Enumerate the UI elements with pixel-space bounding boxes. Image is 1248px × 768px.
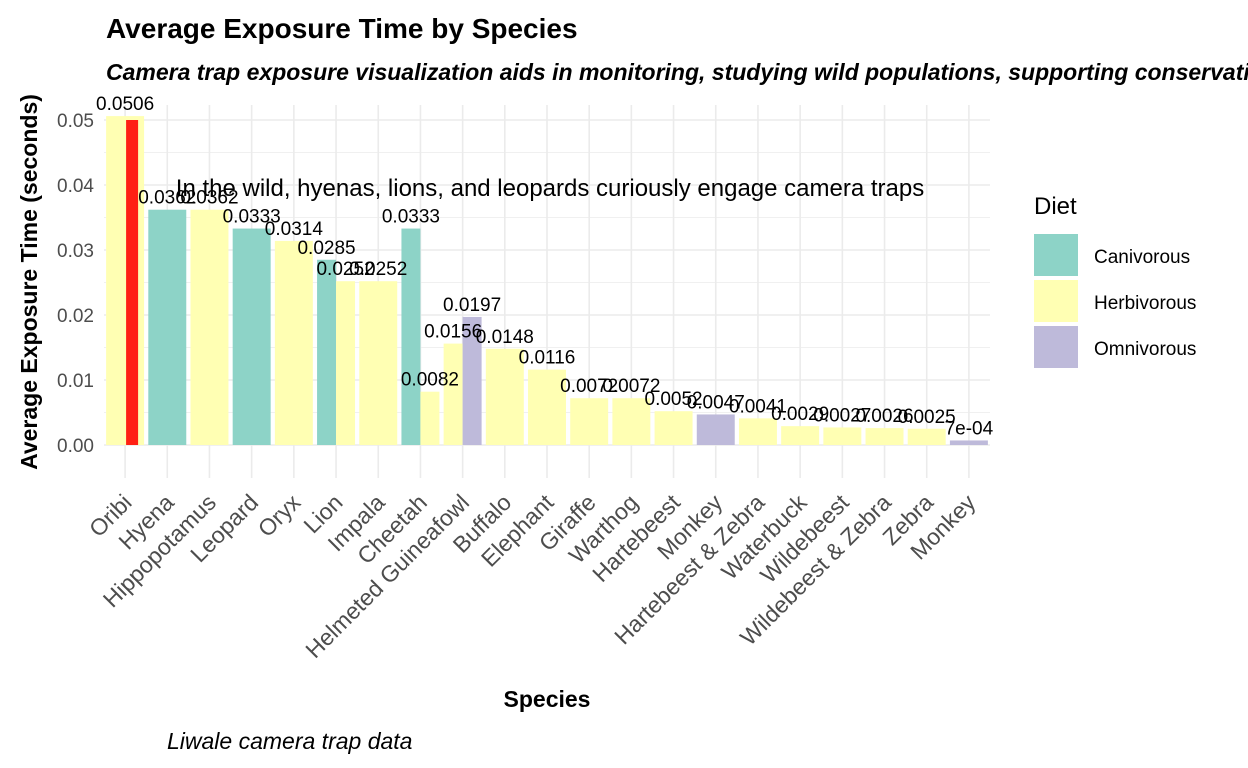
legend-label-herbivorous: Herbivorous	[1094, 293, 1196, 314]
chart-subtitle: Camera trap exposure visualization aids …	[106, 59, 1248, 85]
y-tick-label: 0.04	[57, 176, 94, 197]
bar-value-label: 0.0197	[443, 295, 501, 316]
bar-value-label: 0.0314	[265, 219, 324, 240]
bar-value-label: 0.0029	[771, 404, 829, 425]
bar-value-label: 0.0041	[729, 396, 787, 417]
legend: Diet Canivorous Herbivorous Omnivorous	[1034, 193, 1196, 368]
bar-oribi-herbivorous	[106, 116, 145, 445]
y-tick-label: 0.02	[57, 306, 94, 327]
bar-value-label: 0.0047	[687, 392, 745, 413]
bar-zebra-herbivorous	[907, 428, 946, 445]
bar-value-label: 0.0333	[382, 207, 440, 228]
bar-value-label: 0.0333	[223, 207, 281, 228]
highlight-bar-oribi	[126, 120, 139, 445]
bar-elephant-herbivorous	[528, 369, 566, 445]
bar-impala-herbivorous	[359, 281, 398, 445]
bar-oryx-herbivorous	[274, 240, 313, 445]
bar-buffalo-herbivorous	[485, 348, 524, 445]
y-axis-ticks: 0.00 0.01 0.02 0.03 0.04 0.05	[57, 111, 94, 457]
chart-caption: Liwale camera trap data	[167, 728, 412, 754]
bar-value-label: 0.0072	[602, 376, 660, 397]
bar-value-label: 7e-04	[945, 418, 994, 439]
bar-value-label: 0.0506	[96, 94, 154, 115]
bar-value-label: 0.0052	[645, 389, 703, 410]
bar-labels: 0.05060.03620.03620.03330.03140.02850.02…	[96, 94, 994, 439]
bar-value-label: 0.0148	[476, 327, 534, 348]
bar-value-label: 0.0362	[138, 188, 196, 209]
bar-value-label: 0.0027	[813, 405, 871, 426]
bar-helmeted-guineafowl-herbivorous	[443, 343, 463, 445]
y-tick-label: 0.03	[57, 241, 94, 262]
bar-helmeted-guineafowl-omnivorous	[462, 316, 482, 445]
legend-key-herbivorous	[1034, 280, 1078, 322]
y-axis-title: Average Exposure Time (seconds)	[16, 94, 42, 470]
bar-value-label: 0.0252	[316, 259, 374, 280]
x-tick-label: Oryx	[253, 489, 306, 542]
legend-title: Diet	[1034, 193, 1077, 220]
bar-waterbuck-herbivorous	[781, 426, 820, 445]
x-axis-title: Species	[504, 686, 591, 712]
bar-value-label: 0.0116	[519, 348, 576, 369]
bar-hartebeest-herbivorous	[654, 411, 693, 445]
bar-value-label: 0.0025	[898, 407, 956, 428]
bar-giraffe-herbivorous	[570, 398, 609, 445]
bar-monkey-omnivorous	[949, 440, 988, 445]
bar-cheetah-canivorous	[401, 228, 421, 445]
bar-value-label: 0.0252	[349, 259, 407, 280]
bar-lion-canivorous	[317, 259, 337, 445]
y-tick-label: 0.00	[57, 436, 94, 457]
bar-monkey-omnivorous	[696, 414, 735, 445]
bar-value-label: 0.0072	[560, 376, 618, 397]
y-tick-label: 0.01	[57, 371, 94, 392]
bar-hartebeest-zebra-herbivorous	[738, 418, 777, 445]
bar-value-label: 0.0362	[180, 188, 238, 209]
x-axis-ticks: OribiHyenaHippopotamusLeopardOryxLionImp…	[84, 489, 981, 663]
legend-label-omnivorous: Omnivorous	[1094, 339, 1196, 360]
bar-leopard-canivorous	[232, 228, 271, 445]
bar-wildebeest-zebra-herbivorous	[865, 428, 904, 445]
bar-lion-herbivorous	[336, 281, 356, 445]
bar-cheetah-herbivorous	[420, 391, 440, 445]
bar-value-label: 0.0082	[401, 370, 459, 391]
legend-label-canivorous: Canivorous	[1094, 247, 1190, 268]
bar-value-label: 0.0156	[424, 322, 482, 343]
chart-annotation: In the wild, hyenas, lions, and leopards…	[176, 175, 924, 202]
bar-value-label: 0.0285	[297, 238, 355, 259]
bar-warthog-herbivorous	[612, 398, 651, 445]
bar-hippopotamus-herbivorous	[190, 209, 229, 445]
legend-key-canivorous	[1034, 234, 1078, 276]
bars	[106, 116, 988, 445]
bar-value-label: 0.0026	[855, 406, 913, 427]
bar-wildebeest-herbivorous	[823, 427, 862, 445]
chart-title: Average Exposure Time by Species	[106, 13, 578, 44]
bar-hyena-canivorous	[148, 209, 187, 445]
y-tick-label: 0.05	[57, 111, 94, 132]
legend-key-omnivorous	[1034, 326, 1078, 368]
